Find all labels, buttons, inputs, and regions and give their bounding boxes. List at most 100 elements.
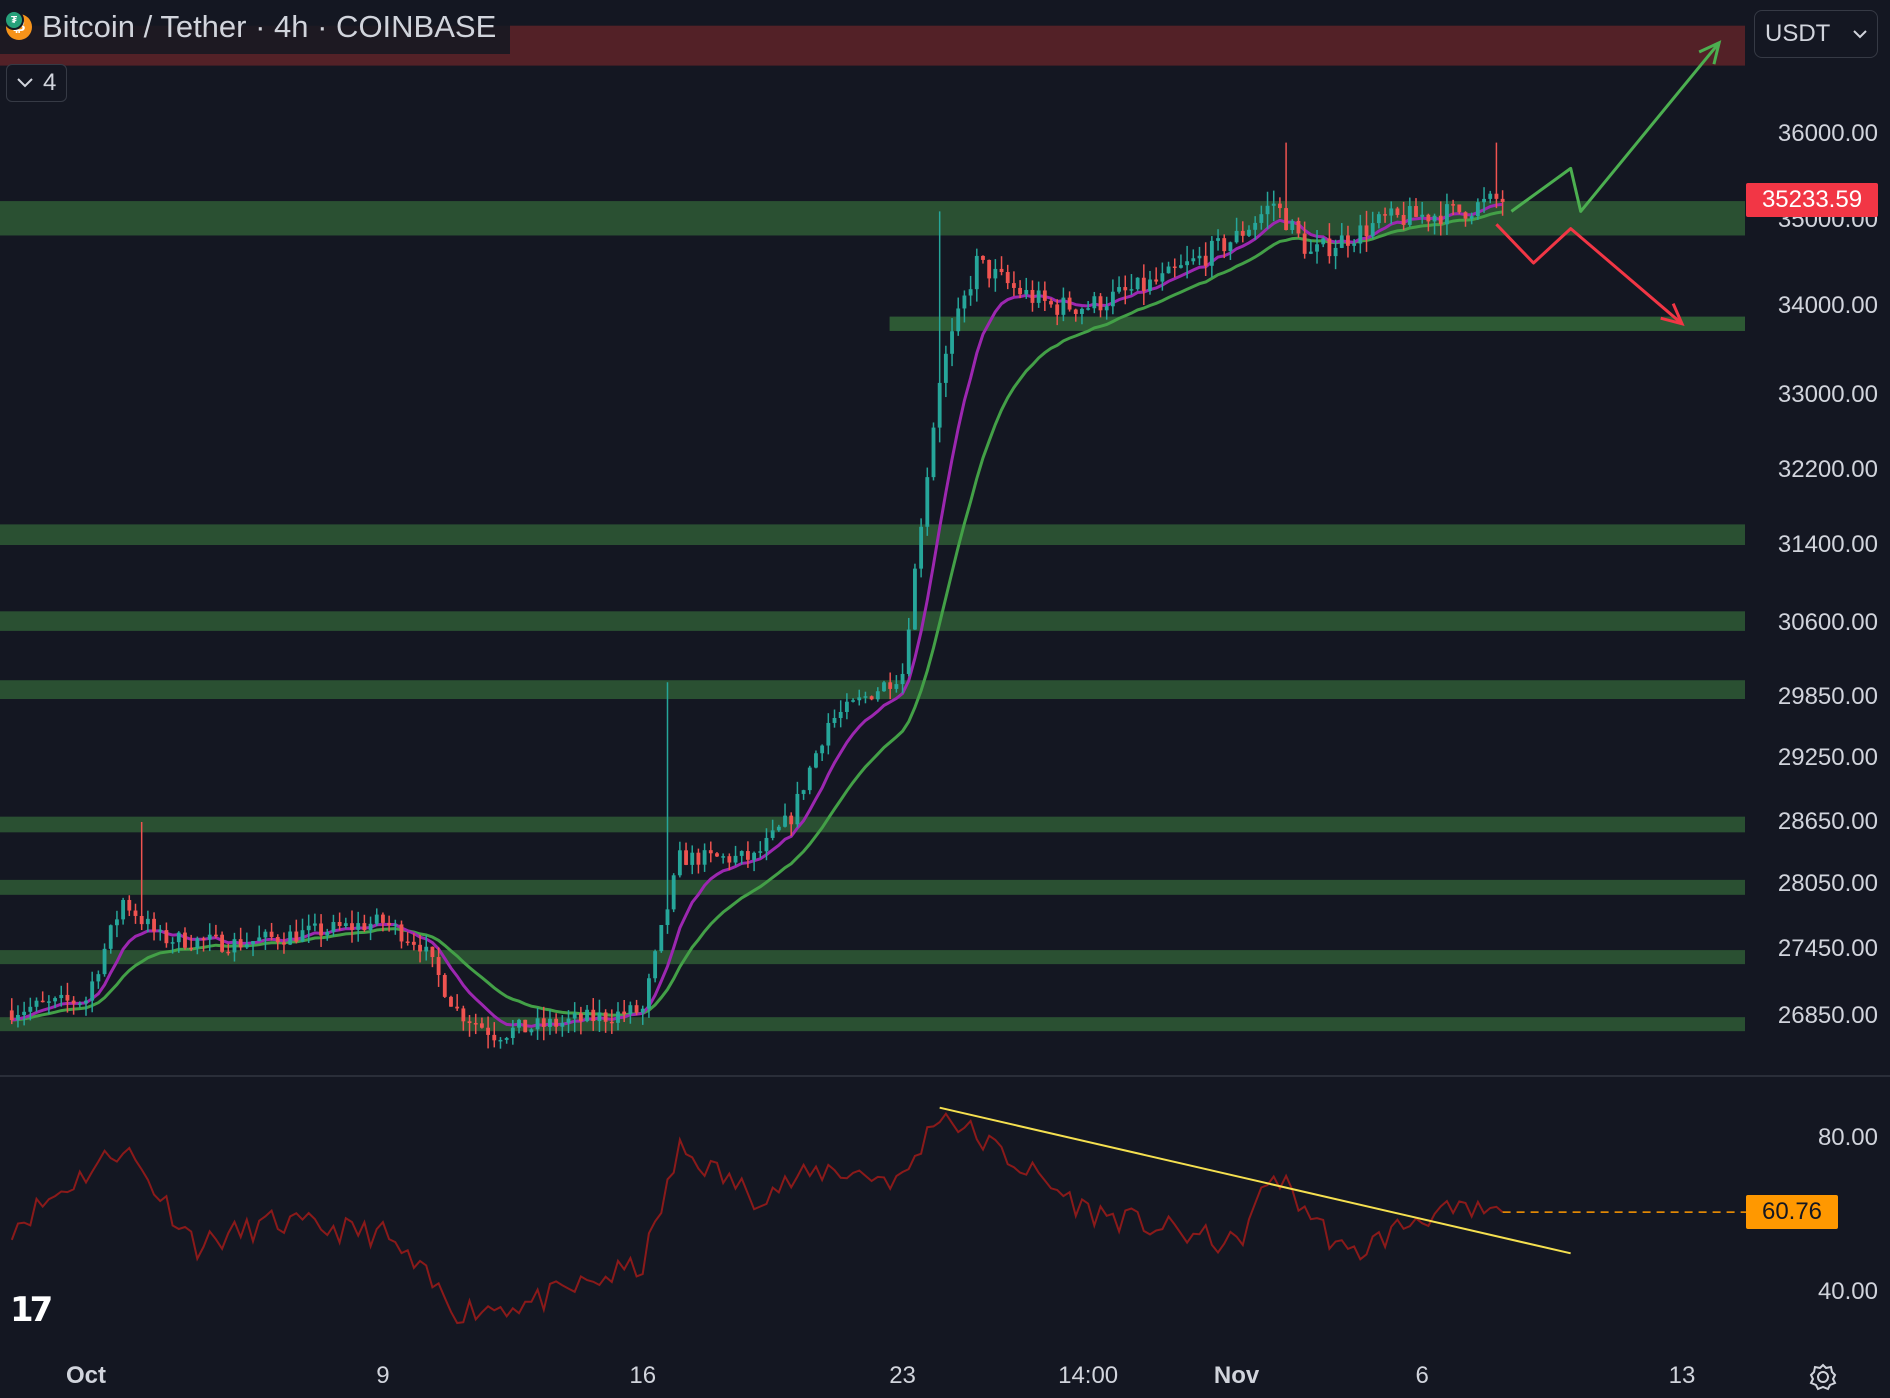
candle-down [708,850,713,854]
candle-down [1451,204,1456,206]
candle-up [702,850,707,865]
projection-arrows [1495,40,1722,327]
candle-down [455,1006,460,1009]
candle-up [108,925,113,949]
candle-up [1339,235,1344,248]
candle-down [65,994,70,1001]
candle-up [34,1000,39,1007]
candle-up [1197,255,1202,259]
time-tick: 13 [1668,1362,1696,1389]
candle-up [1179,265,1183,268]
candle-down [715,853,719,857]
candle-up [300,930,305,942]
support-zone [0,524,1745,545]
candle-up [535,1018,540,1030]
candle-up [950,331,954,354]
candle-down [554,1018,559,1027]
price-tick: 27450.00 [1777,935,1878,962]
candle-down [461,1008,466,1022]
candle-down [591,1009,596,1022]
candle-up [1110,291,1115,307]
support-zone [0,1017,1745,1032]
time-tick: 14:00 [1058,1362,1119,1389]
candle-up [374,914,379,924]
candle-down [684,850,688,865]
candle-down [282,942,286,945]
currency-value: USDT [1765,20,1831,47]
price-tick: 28050.00 [1777,870,1878,897]
candle-up [207,934,212,940]
candle-up [776,826,781,831]
candle-up [1036,290,1041,303]
candle-up [368,923,373,931]
time-tick: Nov [1213,1362,1260,1389]
candle-up [1488,193,1493,199]
candle-up [1420,214,1425,217]
candle-down [987,259,992,279]
bearish-projection-arrow [1495,223,1683,325]
candle-up [343,923,348,926]
candle-down [869,696,874,700]
candle-down [1005,272,1010,284]
indicators-toggle-button[interactable]: 4 [6,64,68,102]
candle-up [1253,222,1258,230]
candle-up [517,1019,521,1028]
candle-down [1141,277,1146,291]
candle-up [1271,203,1276,206]
candle-up [894,684,899,689]
candle-up [529,1029,534,1033]
candle-up [937,382,942,428]
support-zone [0,879,1745,895]
candle-down [1055,304,1060,315]
candle-down [1042,290,1047,301]
candle-up [875,691,880,700]
candle-up [232,939,237,953]
candle-up [795,793,800,825]
current-price-badge: 35233.59 [1746,182,1878,217]
candle-down [1240,230,1245,236]
candle-down [1067,297,1072,310]
price-tick: 36000.00 [1777,120,1878,147]
tradingview-logo-icon[interactable]: 17 [10,1290,53,1330]
candle-up [832,717,837,723]
candle-down [269,931,274,937]
candle-up [844,701,849,712]
chevron-down-icon [17,78,33,88]
candle-up [1129,289,1134,291]
candle-up [28,1006,33,1012]
candle-down [418,944,422,952]
rsi-trendline [939,1106,1571,1255]
candle-down [226,951,231,954]
candle-up [90,981,95,1001]
candle-up [943,353,948,383]
candle-up [1061,297,1066,315]
candle-up [1247,229,1251,236]
candle-down [133,910,138,916]
candle-up [801,790,806,794]
candle-down [436,957,441,975]
candle-up [1160,273,1165,282]
candle-up [647,978,651,1009]
candle-down [1030,289,1035,303]
candle-up [1370,223,1375,237]
candle-up [325,931,330,936]
candle-down [1123,287,1128,291]
candle-up [851,700,855,702]
currency-select[interactable]: USDT [1754,10,1878,58]
candle-up [195,938,200,949]
gear-icon[interactable] [1808,1362,1838,1392]
indicator-count: 4 [43,69,57,96]
candle-up [176,932,181,943]
candle-up [1234,230,1239,243]
symbol-header[interactable]: ₿₮ Bitcoin / Tether · 4h · COINBASE [0,0,511,54]
time-tick: 16 [629,1362,657,1389]
price-tick: 30600.00 [1777,609,1878,636]
candle-down [1222,238,1227,252]
price-tick: 31400.00 [1777,531,1878,558]
time-tick: 9 [376,1362,390,1389]
candle-up [807,767,812,791]
candle-up [1389,208,1394,216]
candle-up [121,899,126,920]
candle-down [609,1021,614,1024]
